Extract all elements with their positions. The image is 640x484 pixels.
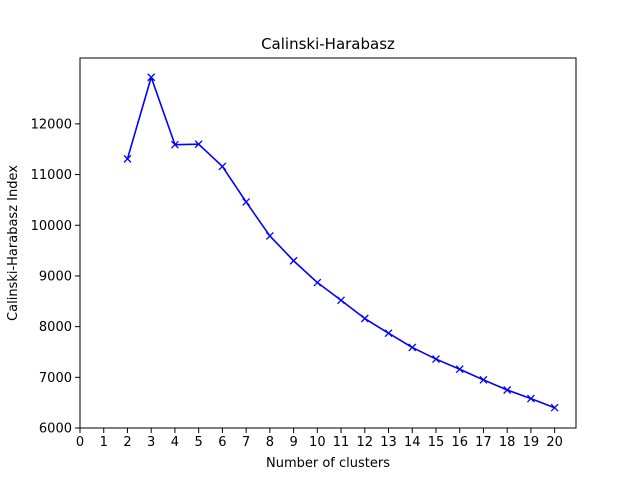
y-tick-label: 11000 (31, 168, 72, 183)
plot-area (123, 73, 559, 412)
x-tick-label: 5 (195, 435, 203, 450)
data-point-marker (550, 403, 559, 412)
x-tick-label: 9 (289, 435, 297, 450)
data-point-marker (265, 231, 274, 240)
x-tick-label: 16 (451, 435, 468, 450)
y-tick-label: 7000 (39, 371, 72, 386)
data-point-marker (360, 314, 369, 323)
data-point-marker (408, 343, 417, 352)
data-point-marker (242, 197, 251, 206)
data-point-marker (123, 154, 132, 163)
y-tick-label: 8000 (39, 320, 72, 335)
data-point-marker (147, 73, 156, 82)
data-point-marker (526, 394, 535, 403)
data-point-marker (384, 329, 393, 338)
data-point-marker (218, 162, 227, 171)
data-point-marker (455, 365, 464, 374)
data-point-marker (313, 278, 322, 287)
plot-frame (79, 57, 577, 429)
data-point-marker (503, 386, 512, 394)
y-tick-label: 6000 (39, 422, 72, 437)
y-axis-label: Calinski-Harabasz Index (6, 165, 21, 321)
y-tick-label: 9000 (39, 269, 72, 284)
x-tick-label: 18 (499, 435, 516, 450)
x-tick-label: 10 (309, 435, 326, 450)
data-point-marker (170, 140, 179, 149)
ticks: 0 1 2 3 4 5 6 7 8 9 10 11 12 13 14 15 16 17 18 19 2060007000… (31, 117, 563, 450)
y-tick-label: 10000 (31, 219, 72, 234)
x-tick-label: 11 (333, 435, 350, 450)
x-tick-label: 7 (242, 435, 250, 450)
data-point-marker (479, 375, 488, 384)
chart-title: Calinski-Harabasz (261, 35, 395, 53)
x-tick-label: 1 (100, 435, 108, 450)
x-tick-label: 15 (428, 435, 445, 450)
y-tick-label: 12000 (31, 117, 72, 132)
x-tick-label: 17 (475, 435, 492, 450)
x-tick-label: 4 (171, 435, 179, 450)
x-tick-label: 2 (123, 435, 131, 450)
data-point-marker (289, 256, 298, 265)
x-tick-label: 0 (76, 435, 84, 450)
x-tick-label: 14 (404, 435, 421, 450)
x-tick-label: 20 (546, 435, 563, 450)
x-tick-label: 8 (266, 435, 274, 450)
data-point-marker (194, 140, 203, 149)
x-tick-label: 3 (147, 435, 155, 450)
x-tick-label: 19 (523, 435, 540, 450)
data-point-marker (432, 355, 440, 364)
x-tick-label: 12 (357, 435, 374, 450)
x-axis-label: Number of clusters (266, 456, 390, 471)
x-tick-label: 6 (218, 435, 226, 450)
data-point-marker (337, 296, 346, 305)
x-tick-label: 13 (380, 435, 397, 450)
